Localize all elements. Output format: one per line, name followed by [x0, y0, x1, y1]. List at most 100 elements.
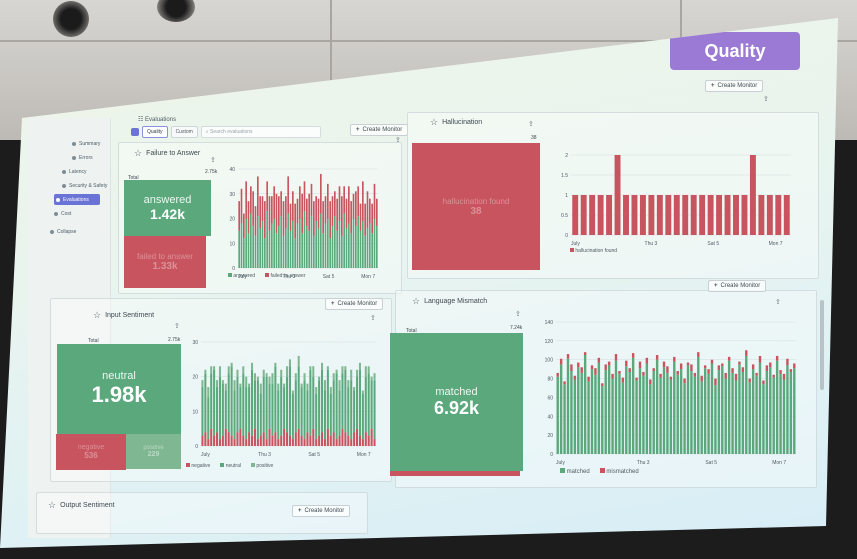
sidebar-item-errors[interactable]: Errors	[72, 152, 132, 163]
bar-matched[interactable]	[673, 361, 676, 454]
bar-positive[interactable]	[283, 383, 286, 388]
bar-mismatched[interactable]	[697, 352, 700, 357]
bar-negative[interactable]	[323, 439, 326, 446]
bar-negative[interactable]	[227, 432, 230, 446]
bar-mismatched[interactable]	[580, 367, 583, 373]
bar-answered[interactable]	[289, 230, 292, 268]
bar-positive[interactable]	[361, 390, 364, 394]
bar-failed-to-answer[interactable]	[329, 201, 331, 239]
bar-matched[interactable]	[724, 378, 727, 454]
treemap-neutral[interactable]: neutral 1.98k	[57, 344, 181, 434]
bar-neutral[interactable]	[303, 380, 306, 440]
bar-failed-to-answer[interactable]	[357, 186, 359, 217]
bar-mismatched[interactable]	[789, 369, 793, 372]
bar-matched[interactable]	[655, 359, 659, 454]
bar-failed-to-answer[interactable]	[278, 196, 280, 226]
sidebar-item-cost[interactable]: Cost	[54, 208, 114, 219]
bar-negative[interactable]	[358, 435, 361, 446]
bar-failed-to-answer[interactable]	[261, 196, 264, 221]
bar-negative[interactable]	[288, 435, 291, 446]
bar-positive[interactable]	[286, 366, 289, 377]
bar-failed-to-answer[interactable]	[285, 196, 287, 229]
bar-matched[interactable]	[570, 371, 573, 454]
bar-negative[interactable]	[216, 432, 219, 446]
legend-item[interactable]: neutral	[220, 463, 241, 469]
bar-answered[interactable]	[280, 216, 282, 268]
bar-negative[interactable]	[332, 432, 335, 446]
bar-failed-to-answer[interactable]	[350, 201, 352, 234]
bar-answered[interactable]	[362, 220, 364, 268]
bar-matched[interactable]	[793, 368, 796, 454]
bar-positive[interactable]	[341, 366, 344, 374]
bar-answered[interactable]	[261, 220, 264, 268]
bar-answered[interactable]	[313, 235, 315, 268]
bar-hallucination-found[interactable]	[741, 195, 748, 235]
bar-neutral[interactable]	[350, 380, 353, 440]
bar-negative[interactable]	[315, 439, 318, 446]
star-icon[interactable]: ☆	[430, 117, 439, 127]
bar-neutral[interactable]	[335, 373, 338, 440]
bar-hallucination-found[interactable]	[724, 195, 731, 235]
legend-item[interactable]: positive	[250, 463, 273, 469]
sidebar-item-summary[interactable]: Summary	[72, 138, 132, 149]
bar-mismatched[interactable]	[734, 373, 738, 381]
bar-mismatched[interactable]	[559, 358, 563, 365]
bar-mismatched[interactable]	[628, 368, 631, 372]
bar-failed-to-answer[interactable]	[240, 188, 243, 224]
bar-matched[interactable]	[731, 372, 734, 454]
bar-matched[interactable]	[642, 375, 645, 454]
bar-answered[interactable]	[371, 233, 373, 268]
bar-mismatched[interactable]	[607, 361, 611, 366]
bar-mismatched[interactable]	[683, 378, 686, 384]
bar-hallucination-found[interactable]	[749, 155, 756, 235]
bar-failed-to-answer[interactable]	[327, 183, 329, 219]
bar-failed-to-answer[interactable]	[320, 173, 322, 214]
bar-negative[interactable]	[294, 432, 297, 446]
bar-answered[interactable]	[350, 233, 352, 268]
bar-mismatched[interactable]	[652, 368, 655, 372]
bar-answered[interactable]	[268, 230, 271, 268]
bar-mismatched[interactable]	[655, 355, 659, 360]
bar-mismatched[interactable]	[782, 373, 786, 380]
bar-neutral[interactable]	[306, 390, 309, 433]
bar-negative[interactable]	[256, 439, 259, 446]
bar-mismatched[interactable]	[693, 372, 697, 377]
bar-mismatched[interactable]	[642, 371, 645, 376]
bar-neutral[interactable]	[288, 366, 291, 436]
bar-mismatched[interactable]	[676, 371, 679, 375]
bar-hallucination-found[interactable]	[639, 195, 646, 235]
bar-mismatched[interactable]	[666, 366, 669, 373]
bar-answered[interactable]	[250, 213, 252, 268]
bar-neutral[interactable]	[373, 380, 376, 440]
bar-matched[interactable]	[703, 368, 707, 454]
bar-negative[interactable]	[277, 439, 280, 446]
bar-mismatched[interactable]	[721, 363, 724, 367]
bar-hallucination-found[interactable]	[580, 195, 587, 235]
bar-matched[interactable]	[645, 363, 649, 454]
bar-neutral[interactable]	[291, 394, 294, 440]
bar-negative[interactable]	[213, 435, 216, 446]
bar-positive[interactable]	[294, 373, 297, 381]
bar-neutral[interactable]	[253, 380, 256, 429]
bar-positive[interactable]	[268, 376, 271, 384]
create-monitor-button[interactable]: + Create Monitor	[325, 298, 384, 310]
bar-matched[interactable]	[717, 370, 721, 454]
bar-neutral[interactable]	[364, 376, 367, 433]
bar-answered[interactable]	[296, 223, 299, 268]
bar-failed-to-answer[interactable]	[317, 198, 320, 229]
bar-failed-to-answer[interactable]	[299, 186, 301, 219]
bar-matched[interactable]	[755, 375, 758, 454]
bar-failed-to-answer[interactable]	[315, 196, 317, 221]
bar-negative[interactable]	[286, 432, 289, 446]
bar-mismatched[interactable]	[690, 364, 693, 372]
bar-negative[interactable]	[335, 439, 338, 446]
bar-matched[interactable]	[649, 384, 652, 454]
bar-mismatched[interactable]	[587, 376, 590, 382]
bar-negative[interactable]	[253, 428, 256, 446]
bar-mismatched[interactable]	[635, 377, 638, 381]
bar-negative[interactable]	[344, 432, 347, 446]
bar-matched[interactable]	[614, 360, 618, 454]
bar-neutral[interactable]	[274, 366, 277, 433]
bar-positive[interactable]	[326, 366, 329, 370]
bar-matched[interactable]	[707, 373, 710, 454]
